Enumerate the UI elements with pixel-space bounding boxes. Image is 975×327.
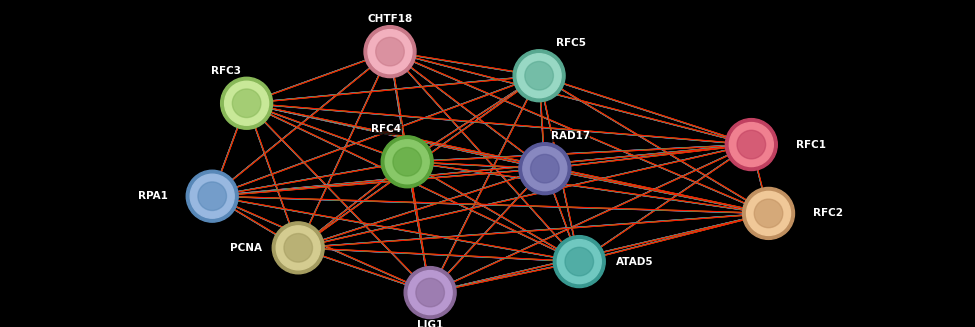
Text: RFC2: RFC2 <box>813 208 843 218</box>
Ellipse shape <box>198 182 226 211</box>
Text: CHTF18: CHTF18 <box>368 14 412 24</box>
Ellipse shape <box>224 81 269 125</box>
Ellipse shape <box>513 50 566 102</box>
Ellipse shape <box>565 247 594 276</box>
Ellipse shape <box>393 147 421 176</box>
Text: RAD17: RAD17 <box>551 131 590 141</box>
Text: ATAD5: ATAD5 <box>616 257 653 267</box>
Ellipse shape <box>276 226 320 270</box>
Ellipse shape <box>364 26 416 77</box>
Ellipse shape <box>375 37 405 66</box>
Ellipse shape <box>517 54 562 98</box>
Ellipse shape <box>190 174 234 218</box>
Ellipse shape <box>368 30 412 74</box>
Text: PCNA: PCNA <box>229 243 261 253</box>
Ellipse shape <box>530 154 559 183</box>
Ellipse shape <box>381 136 433 188</box>
Ellipse shape <box>755 199 783 228</box>
Ellipse shape <box>232 89 261 118</box>
Ellipse shape <box>523 147 566 191</box>
Ellipse shape <box>519 143 570 195</box>
Ellipse shape <box>747 191 791 235</box>
Ellipse shape <box>284 233 313 262</box>
Text: LIG1: LIG1 <box>417 320 444 327</box>
Ellipse shape <box>558 240 602 284</box>
Ellipse shape <box>385 140 429 184</box>
Text: RFC4: RFC4 <box>371 124 402 134</box>
Text: RFC1: RFC1 <box>796 140 826 149</box>
Text: RFC5: RFC5 <box>557 38 586 48</box>
Ellipse shape <box>272 222 325 274</box>
Text: RPA1: RPA1 <box>137 191 168 201</box>
Ellipse shape <box>220 77 273 129</box>
Ellipse shape <box>737 130 765 159</box>
Ellipse shape <box>405 267 456 318</box>
Ellipse shape <box>409 270 452 315</box>
Ellipse shape <box>525 61 554 90</box>
Ellipse shape <box>729 123 773 166</box>
Ellipse shape <box>186 170 238 222</box>
Text: RFC3: RFC3 <box>211 66 241 76</box>
Ellipse shape <box>725 119 777 170</box>
Ellipse shape <box>743 187 795 239</box>
Ellipse shape <box>553 236 605 287</box>
Ellipse shape <box>416 278 445 307</box>
